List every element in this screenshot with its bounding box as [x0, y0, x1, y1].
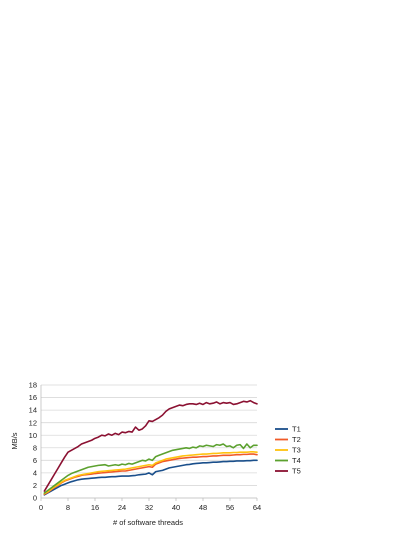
- y-tick-label: 10: [29, 431, 37, 440]
- y-tick-label: 0: [33, 494, 37, 503]
- legend-label-t5: T5: [292, 467, 301, 476]
- x-tick-labels: 0 8 16 24 32 40 48 56 64: [39, 503, 261, 512]
- y-tick-label: 8: [33, 443, 37, 452]
- legend-label-t2: T2: [292, 435, 301, 444]
- x-tick-label: 64: [253, 503, 261, 512]
- x-axis-label: # of software threads: [113, 518, 183, 527]
- y-axis-label: MB/s: [10, 432, 19, 449]
- axes: [40, 385, 258, 501]
- y-tick-label: 6: [33, 456, 37, 465]
- x-tick-label: 24: [118, 503, 126, 512]
- y-tick-label: 2: [33, 481, 37, 490]
- legend-label-t4: T4: [292, 456, 301, 465]
- legend-label-t1: T1: [292, 425, 301, 434]
- series-line-t1: [43, 459, 258, 496]
- x-tick-label: 32: [145, 503, 153, 512]
- y-tick-label: 18: [29, 381, 37, 390]
- x-tick-label: 16: [91, 503, 99, 512]
- y-tick-label: 4: [33, 468, 37, 477]
- gridlines: [41, 384, 257, 499]
- x-tick-label: 40: [172, 503, 180, 512]
- legend-label-t3: T3: [292, 446, 301, 455]
- x-tick-label: 48: [199, 503, 207, 512]
- series-line-t5: [43, 399, 258, 492]
- y-tick-label: 16: [29, 393, 37, 402]
- series-lines: [43, 399, 258, 496]
- x-tick-label: 56: [226, 503, 234, 512]
- y-tick-label: 12: [29, 418, 37, 427]
- series-line-t3: [43, 451, 258, 495]
- x-tick-label: 8: [66, 503, 70, 512]
- x-tick-label: 0: [39, 503, 43, 512]
- y-tick-labels: 0 2 4 6 8 10 12 14 16 18: [29, 381, 37, 503]
- series-line-t4: [43, 443, 258, 494]
- y-tick-label: 14: [29, 406, 37, 415]
